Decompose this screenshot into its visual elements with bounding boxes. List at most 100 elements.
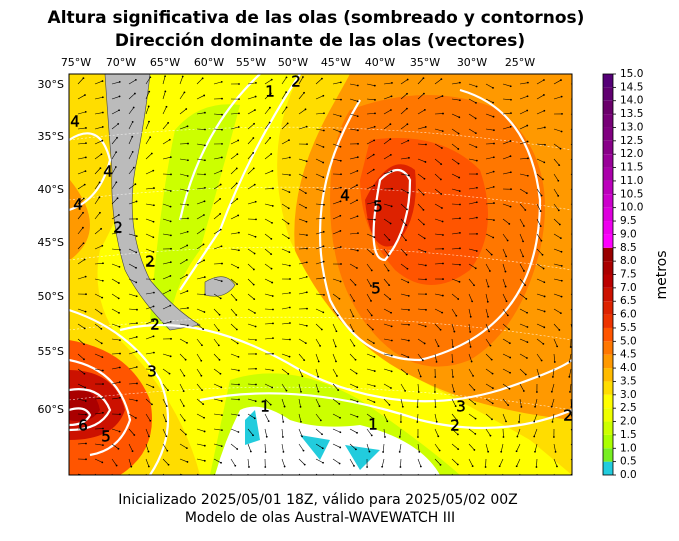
- wave-vector-head: [400, 421, 402, 423]
- wave-vector-head: [453, 391, 455, 393]
- wave-vector-head: [353, 300, 355, 302]
- wave-vector-head: [459, 281, 461, 283]
- wave-vector-head: [272, 205, 274, 207]
- wave-vector-head: [282, 421, 284, 423]
- wave-vector-head: [204, 159, 206, 161]
- wave-vector-head: [492, 237, 494, 239]
- wave-vector-head: [236, 283, 238, 285]
- wave-vector-head: [135, 282, 137, 284]
- wave-vector-head: [336, 375, 338, 377]
- wave-vector-head: [166, 106, 168, 108]
- wave-vector-head: [440, 163, 442, 165]
- wave-vector-head: [440, 78, 442, 80]
- wave-vector-head: [169, 139, 171, 141]
- wave-vector-head: [318, 361, 320, 363]
- wave-vector-head: [508, 328, 510, 330]
- colorbar-tick-label: 7.0: [620, 282, 637, 294]
- wave-vector-head: [255, 368, 257, 370]
- wave-vector-head: [170, 206, 172, 208]
- wave-vector-head: [339, 215, 341, 217]
- wave-vector-head: [476, 173, 478, 175]
- wave-vector-head: [238, 98, 240, 100]
- wave-vector-head: [577, 207, 579, 209]
- wave-vector-head: [374, 385, 376, 387]
- wave-vector-head: [541, 195, 543, 197]
- contour-label: 2: [145, 253, 155, 271]
- wave-vector-head: [425, 325, 427, 327]
- wave-vector-head: [271, 222, 273, 224]
- wave-vector-head: [374, 370, 376, 372]
- wave-vector-head: [323, 217, 325, 219]
- wave-vector-head: [489, 270, 491, 272]
- wave-vector-head: [255, 96, 257, 98]
- wave-vector-head: [323, 231, 325, 233]
- wave-vector-head: [337, 389, 339, 391]
- wave-vector-head: [493, 186, 495, 188]
- wave-vector-head: [492, 87, 494, 89]
- wave-vector-head: [561, 113, 563, 115]
- wave-vector-head: [101, 153, 103, 155]
- wave-vector-head: [335, 361, 337, 363]
- wave-vector-head: [236, 153, 238, 155]
- wave-vector-head: [300, 421, 302, 423]
- wave-vector-head: [542, 178, 544, 180]
- wave-vector-head: [459, 247, 461, 249]
- wave-vector-head: [83, 358, 85, 360]
- wave-vector-head: [253, 168, 255, 170]
- wave-vector-head: [238, 431, 240, 433]
- wave-vector-head: [85, 142, 87, 144]
- wave-vector-head: [578, 82, 580, 84]
- wave-vector-head: [524, 284, 526, 286]
- wave-vector-head: [204, 112, 206, 114]
- wave-vector-head: [475, 418, 477, 420]
- colorbar-tick-label: 1.5: [620, 429, 637, 441]
- wave-vector-head: [237, 267, 239, 269]
- wave-vector-head: [578, 100, 580, 102]
- wave-vector-head: [526, 312, 528, 314]
- wave-vector-head: [238, 126, 240, 128]
- colorbar-segment: [603, 168, 613, 181]
- wave-vector-head: [337, 314, 339, 316]
- wave-vector-head: [442, 278, 444, 280]
- wave-vector-head: [203, 95, 205, 97]
- wave-vector-head: [322, 176, 324, 178]
- wave-vector-head: [118, 448, 120, 450]
- wave-vector-head: [271, 79, 273, 81]
- wave-vector-head: [389, 404, 391, 406]
- wave-vector-head: [323, 130, 325, 132]
- wave-vector-head: [425, 265, 427, 267]
- colorbar-segment: [603, 355, 613, 368]
- wave-vector-head: [538, 376, 540, 378]
- wave-vector-head: [442, 113, 444, 115]
- wave-vector-head: [102, 80, 104, 82]
- wave-vector-head: [457, 464, 459, 466]
- wave-vector-head: [423, 224, 425, 226]
- colorbar-tick-label: 12.5: [620, 135, 643, 147]
- wave-vector-head: [357, 100, 359, 102]
- wave-vector-head: [201, 344, 203, 346]
- colorbar-segment: [603, 435, 613, 448]
- wave-vector-head: [499, 465, 501, 467]
- wave-vector-head: [440, 179, 442, 181]
- wave-vector-head: [136, 309, 138, 311]
- wave-vector-head: [272, 369, 274, 371]
- colorbar-segment: [603, 194, 613, 207]
- wave-vector-head: [305, 108, 307, 110]
- wave-vector-head: [561, 296, 563, 298]
- wave-vector-head: [424, 343, 426, 345]
- wave-vector-head: [458, 177, 460, 179]
- wave-vector-head: [422, 359, 424, 361]
- wave-vector-head: [119, 367, 121, 369]
- wave-vector-head: [391, 205, 393, 207]
- wave-vector-head: [165, 420, 167, 422]
- wave-vector-head: [408, 295, 410, 297]
- wave-vector-head: [560, 148, 562, 150]
- wave-vector-head: [220, 184, 222, 186]
- wave-vector-head: [148, 121, 150, 123]
- wave-vector-head: [390, 154, 392, 156]
- wave-vector-head: [340, 263, 342, 265]
- wave-vector-head: [318, 391, 320, 393]
- colorbar-tick-label: 11.0: [620, 175, 643, 187]
- wave-vector-head: [322, 462, 324, 464]
- wave-vector-head: [405, 224, 407, 226]
